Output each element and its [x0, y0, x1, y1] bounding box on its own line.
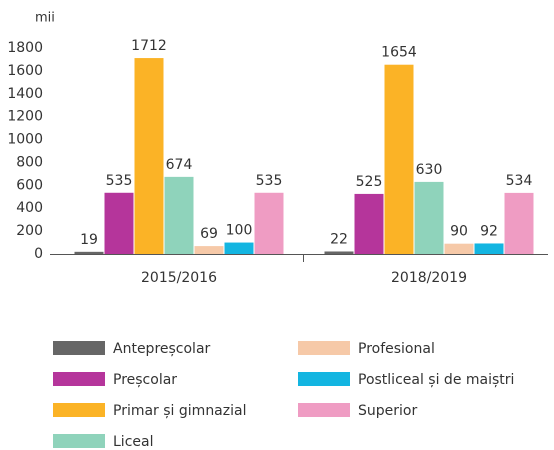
legend-label: Preșcolar	[113, 372, 177, 388]
bar	[384, 64, 414, 254]
y-tick-label: 600	[16, 177, 43, 193]
legend-label: Postliceal și de maiștri	[358, 372, 514, 388]
legend-label: Liceal	[113, 434, 153, 450]
y-tick-label: 0	[34, 246, 43, 262]
legend-swatch	[298, 372, 350, 386]
bar	[254, 192, 284, 254]
bar	[164, 176, 194, 254]
y-tick-label: 1200	[7, 109, 43, 125]
data-label: 100	[226, 223, 253, 239]
bar	[194, 246, 224, 254]
bar	[354, 193, 384, 254]
legend-swatch	[298, 403, 350, 417]
data-label: 1654	[381, 45, 417, 61]
data-label: 674	[166, 157, 193, 173]
legend-swatch	[53, 341, 105, 355]
data-label: 19	[80, 232, 98, 248]
y-tick-label: 1800	[7, 40, 43, 56]
legend-swatch	[298, 341, 350, 355]
x-tick-label: 2018/2019	[391, 270, 467, 286]
bar	[74, 251, 104, 254]
data-label: 525	[356, 174, 383, 190]
y-axis-label: mii	[35, 11, 55, 26]
legend-label: Profesional	[358, 341, 435, 357]
legend-swatch	[53, 372, 105, 386]
data-label: 534	[506, 173, 533, 189]
y-tick-label: 200	[16, 223, 43, 239]
y-tick-label: 1000	[7, 132, 43, 148]
legend-label: Antepreșcolar	[113, 341, 211, 357]
data-label: 90	[450, 224, 468, 240]
data-label: 535	[106, 173, 133, 189]
bar	[134, 58, 164, 255]
bar	[324, 251, 354, 254]
y-tick-label: 800	[16, 154, 43, 170]
data-label: 1712	[131, 38, 167, 54]
legend-label: Primar și gimnazial	[113, 403, 246, 419]
data-label: 630	[416, 162, 443, 178]
y-tick-label: 1600	[7, 63, 43, 79]
y-tick-label: 1400	[7, 86, 43, 102]
bar	[104, 192, 134, 254]
bar	[474, 243, 504, 254]
legend-swatch	[53, 403, 105, 417]
data-label: 92	[480, 223, 498, 239]
bar	[444, 243, 474, 254]
bar	[414, 181, 444, 254]
legend-swatch	[53, 434, 105, 448]
y-tick-label: 400	[16, 200, 43, 216]
data-label: 535	[256, 173, 283, 189]
data-label: 69	[200, 226, 218, 242]
x-tick-label: 2015/2016	[141, 270, 217, 286]
bar	[224, 242, 254, 254]
data-label: 22	[330, 231, 348, 247]
legend-label: Superior	[358, 403, 417, 419]
bar	[504, 192, 534, 254]
